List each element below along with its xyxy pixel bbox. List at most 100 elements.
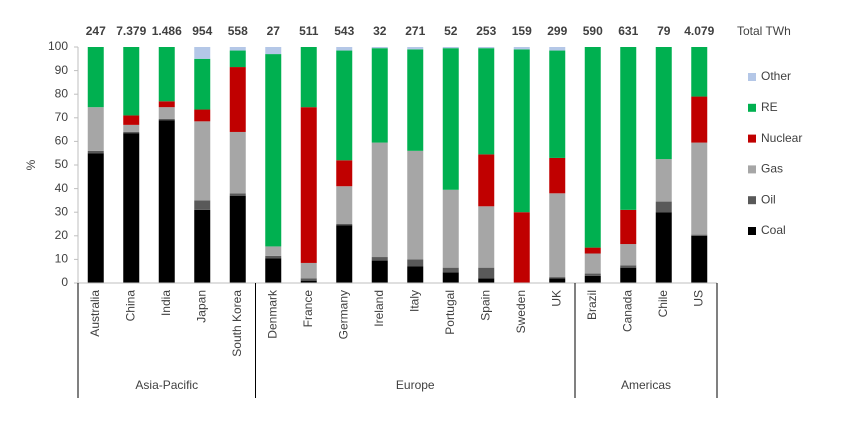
x-tick-label: US (691, 290, 705, 307)
total-label: 7.379 (116, 24, 146, 38)
bar-segment (478, 47, 495, 49)
legend-swatch (748, 165, 756, 174)
bar-segment (194, 58, 211, 110)
bar-segment (158, 107, 175, 119)
x-tick-label: Brazil (585, 290, 599, 320)
bar-segment (371, 142, 388, 258)
group-label: Asia-Pacific (135, 378, 198, 392)
bar-segment (584, 247, 601, 254)
bar-segment (336, 224, 353, 226)
x-tick-label: France (301, 290, 315, 328)
bar-segment (407, 49, 424, 151)
bar-segment (371, 257, 388, 261)
y-tick-label: 20 (55, 228, 69, 242)
y-tick-label: 90 (55, 63, 69, 77)
bar-segment (300, 278, 317, 281)
bar-segment (655, 159, 672, 202)
bar-segment (336, 186, 353, 224)
bar-segment (265, 255, 282, 259)
total-label: 511 (299, 24, 319, 38)
bar-segment (87, 107, 104, 151)
bar-segment (229, 193, 246, 196)
bar-segment (336, 160, 353, 187)
x-tick-label: Portugal (443, 290, 457, 335)
bar-segment (549, 47, 566, 51)
x-tick-label: Ireland (372, 290, 386, 327)
legend-swatch (748, 73, 756, 81)
bar-segment (229, 47, 246, 51)
legend-label: RE (761, 100, 778, 114)
bar-segment (371, 48, 388, 143)
y-tick-label: 10 (55, 252, 69, 266)
x-tick-label: Canada (620, 290, 634, 332)
y-tick-label: 80 (55, 86, 69, 100)
bar-segment (549, 157, 566, 194)
legend-label: Gas (761, 162, 783, 176)
bar-segment (549, 193, 566, 278)
bar-segment (229, 195, 246, 283)
bar-segment (229, 67, 246, 132)
totals-title: Total TWh (737, 24, 791, 38)
bar-segment (158, 118, 175, 121)
bar-segment (584, 47, 601, 248)
total-label: 543 (334, 24, 354, 38)
x-tick-label: Germany (336, 290, 350, 339)
group-label: Europe (396, 378, 435, 392)
y-tick-label: 30 (55, 204, 69, 218)
bar-segment (265, 54, 282, 247)
bar-segment (513, 212, 530, 283)
total-label: 1.486 (152, 24, 182, 38)
bar-segment (265, 47, 282, 55)
x-tick-label: Denmark (265, 289, 279, 339)
bar-segment (123, 131, 140, 134)
bar-segment (87, 47, 104, 108)
total-label: 247 (86, 24, 106, 38)
bar-segment (584, 275, 601, 283)
bar-segment (300, 262, 317, 279)
bar-segment (194, 200, 211, 210)
total-label: 159 (512, 24, 532, 38)
bar-segment (407, 266, 424, 283)
bar-segment (87, 153, 104, 283)
bar-segment (442, 48, 459, 190)
bar-segment (265, 258, 282, 283)
total-label: 271 (405, 24, 425, 38)
x-tick-label: India (159, 290, 173, 316)
bar-segment (620, 267, 637, 283)
bar-segment (123, 124, 140, 132)
legend-label: Other (761, 69, 791, 83)
bar-segment (158, 101, 175, 108)
bar-segment (336, 47, 353, 51)
bar-segment (336, 50, 353, 161)
legend-swatch (748, 103, 756, 112)
y-tick-label: 0 (61, 275, 68, 289)
legend-swatch (748, 134, 756, 143)
bar-segment (407, 150, 424, 260)
total-label: 631 (618, 24, 638, 38)
y-axis-label: % (24, 159, 38, 170)
bar-segment (265, 246, 282, 256)
x-tick-label: Japan (194, 290, 208, 323)
x-tick-label: Australia (88, 290, 102, 337)
y-tick-label: 60 (55, 134, 69, 148)
bar-segment (691, 234, 708, 236)
y-tick-label: 50 (55, 157, 69, 171)
bar-segment (478, 206, 495, 268)
bar-segment (478, 267, 495, 279)
bar-segment (158, 47, 175, 102)
bar-segment (407, 47, 424, 50)
bar-segment (371, 47, 388, 49)
bar-segment (478, 154, 495, 207)
bar-segment (655, 201, 672, 213)
group-label: Americas (621, 378, 671, 392)
bar-segment (442, 272, 459, 283)
bar-segment (442, 267, 459, 273)
bar-segment (300, 107, 317, 263)
x-tick-label: Chile (656, 290, 670, 318)
x-tick-label: China (123, 290, 137, 322)
bar-segment (478, 278, 495, 283)
x-tick-label: Sweden (514, 290, 528, 333)
x-tick-label: Spain (478, 290, 492, 321)
total-label: 79 (657, 24, 671, 38)
